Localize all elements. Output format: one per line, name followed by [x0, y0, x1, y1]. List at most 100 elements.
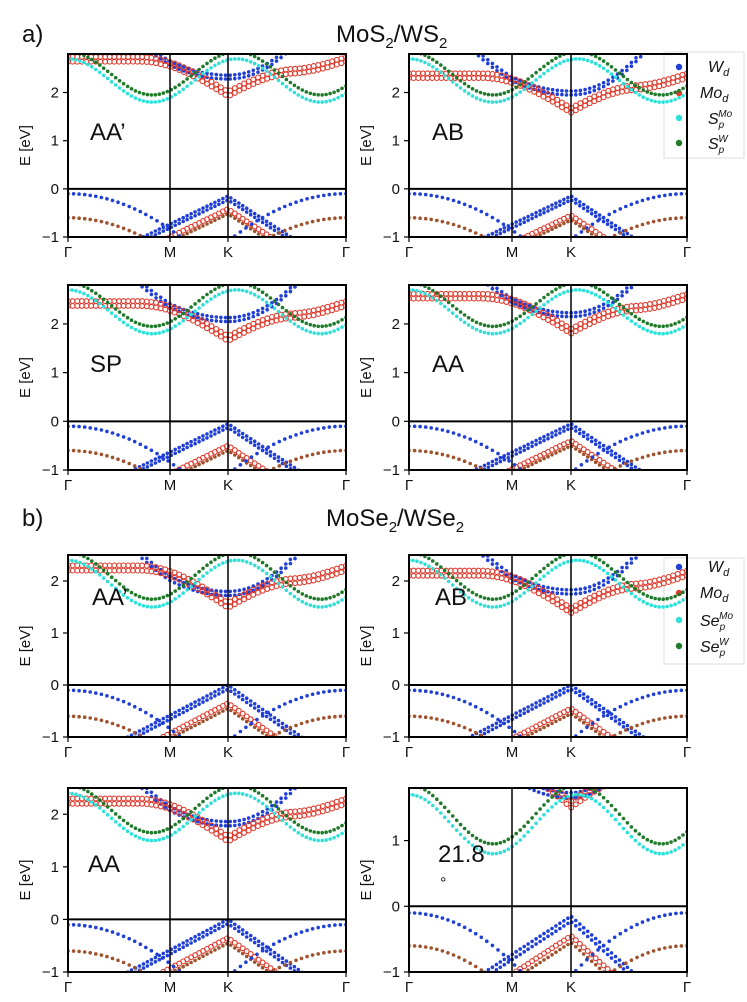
band-point — [256, 64, 261, 68]
band-point — [208, 589, 215, 596]
band-point — [158, 572, 163, 576]
band-point — [70, 551, 74, 555]
band-point — [244, 459, 248, 463]
band-point — [538, 67, 542, 72]
band-point — [241, 80, 248, 87]
band-point — [645, 328, 650, 333]
band-point — [566, 559, 570, 564]
band-point — [457, 723, 461, 728]
band-point — [649, 91, 654, 96]
band-point — [288, 825, 293, 829]
band-point — [185, 308, 189, 313]
band-point — [101, 801, 106, 806]
band-point — [279, 55, 283, 60]
band-point — [256, 558, 261, 562]
band-point — [669, 99, 673, 103]
band-point — [205, 300, 209, 304]
band-point — [546, 68, 550, 73]
x-tick-label: Γ — [683, 744, 691, 761]
legend-b-wd-label: Wd — [708, 559, 730, 579]
band-point — [600, 728, 607, 735]
band-point — [597, 64, 602, 68]
band-point — [217, 687, 221, 692]
band-point — [260, 714, 265, 718]
band-point — [319, 575, 326, 582]
band-point — [613, 570, 618, 574]
band-point — [419, 59, 423, 63]
band-point — [244, 793, 249, 797]
band-point — [625, 309, 630, 313]
band-point — [153, 960, 158, 964]
band-point — [101, 809, 106, 814]
band-point — [113, 307, 118, 311]
band-point — [450, 824, 455, 828]
band-point — [482, 596, 487, 600]
band-point — [137, 729, 142, 733]
band-point — [597, 87, 601, 91]
band-point — [166, 226, 170, 230]
band-point — [161, 828, 166, 833]
band-point — [82, 425, 87, 429]
band-point — [197, 569, 201, 574]
band-point — [446, 429, 450, 434]
band-point — [251, 68, 256, 73]
band-point — [625, 231, 630, 236]
band-point — [546, 571, 550, 575]
band-point — [201, 434, 205, 438]
band-point — [613, 451, 618, 456]
band-point — [149, 463, 154, 467]
legend-a: Wd Mod SpMo SpW — [663, 51, 745, 159]
band-point — [586, 316, 593, 323]
band-point — [310, 219, 315, 224]
band-point — [121, 593, 126, 597]
band-point — [591, 592, 598, 599]
band-point — [90, 800, 94, 804]
band-point — [609, 449, 614, 453]
band-point — [526, 942, 530, 946]
panel-b-AA-prime: 210−1Γ M K ΓE [eV]AA’ — [17, 551, 350, 761]
plot-frame — [408, 53, 688, 238]
band-point — [304, 835, 309, 839]
band-point — [320, 93, 325, 97]
band-point — [141, 966, 146, 970]
band-point — [550, 953, 554, 957]
band-point — [117, 823, 122, 827]
band-point — [129, 325, 134, 330]
band-point — [141, 837, 146, 842]
band-point — [240, 717, 245, 721]
band-point — [270, 803, 274, 808]
band-point — [166, 960, 170, 964]
band-point — [486, 841, 491, 846]
band-point — [148, 298, 155, 305]
band-point — [338, 216, 343, 220]
band-point — [601, 579, 606, 583]
band-point — [641, 88, 646, 92]
band-point — [624, 437, 628, 441]
band-point — [294, 697, 298, 702]
band-point — [601, 706, 606, 711]
band-point — [244, 58, 249, 63]
band-point — [280, 74, 285, 79]
band-point — [252, 61, 257, 66]
band-point — [607, 939, 611, 943]
band-point — [248, 703, 253, 707]
band-point — [315, 311, 322, 318]
band-point — [574, 201, 578, 205]
band-point — [256, 565, 261, 570]
band-point — [541, 86, 546, 90]
stacking-label: AB — [432, 119, 464, 146]
band-point — [554, 225, 558, 230]
band-point — [197, 721, 201, 726]
band-point — [284, 814, 289, 818]
band-point — [512, 729, 517, 734]
band-point — [209, 58, 213, 63]
band-point — [157, 99, 162, 104]
band-point — [246, 316, 251, 321]
band-point — [534, 214, 538, 219]
panel-b-twist: 10−1Γ M K ΓE [eV]21.8° — [358, 787, 691, 996]
band-point — [578, 281, 582, 285]
band-point — [189, 229, 193, 234]
band-point — [217, 198, 221, 203]
band-point — [117, 79, 122, 83]
band-point — [572, 801, 579, 808]
